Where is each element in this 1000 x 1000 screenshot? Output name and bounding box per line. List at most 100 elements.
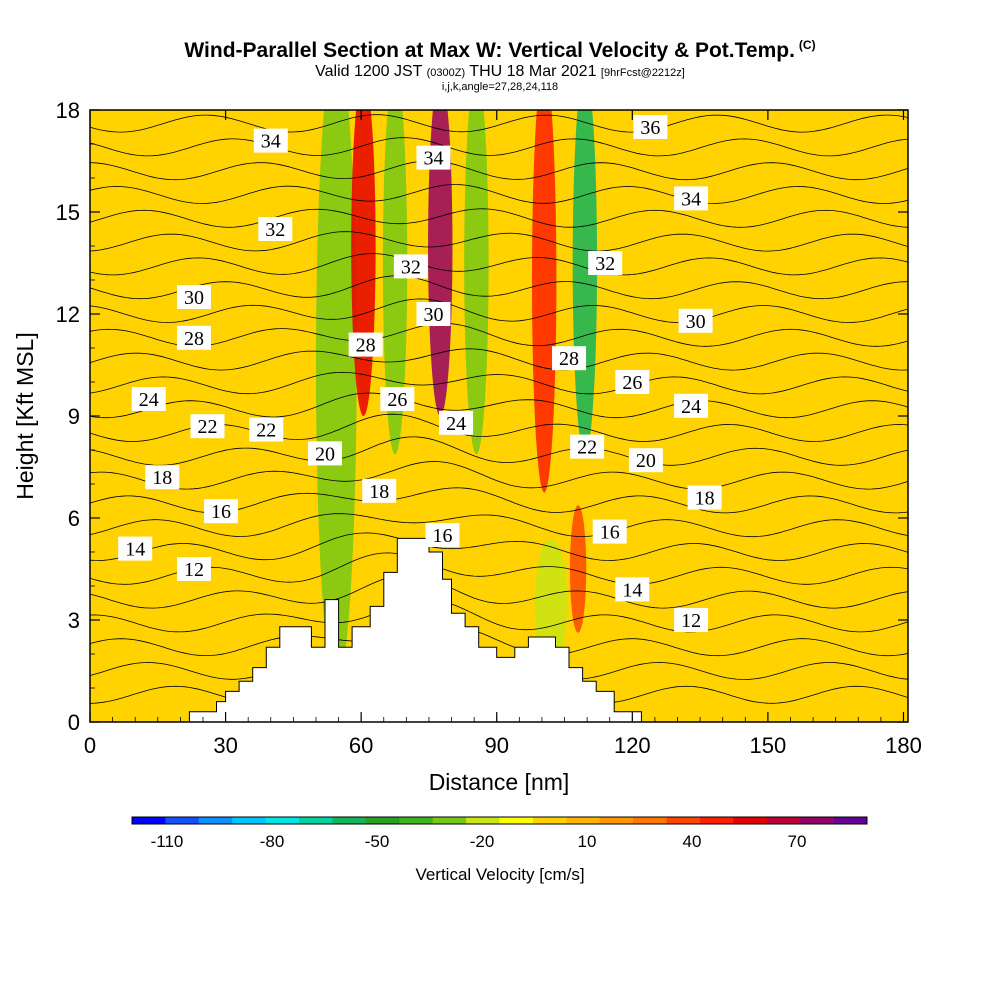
- contour-label-text: 28: [559, 348, 579, 370]
- contour-label-box: [393, 254, 428, 279]
- contour-label-box: [204, 499, 239, 524]
- contour-label: 14: [615, 577, 650, 602]
- contour-label-box: [570, 434, 605, 459]
- contour-label: 12: [176, 557, 211, 581]
- contour-label: 14: [118, 536, 153, 561]
- contour-label: 30: [678, 308, 713, 333]
- contour-label-box: [439, 410, 474, 435]
- contour-label: 22: [570, 434, 605, 459]
- x-tick-label: 60: [349, 733, 373, 758]
- contour-label: 34: [253, 128, 288, 153]
- contour-label-text: 30: [184, 287, 204, 309]
- theta-contour-25: [90, 348, 908, 371]
- colorbar-tick-label: 10: [578, 832, 597, 851]
- contour-label: 24: [439, 410, 474, 435]
- colorbar-swatch: [566, 817, 601, 824]
- contour-label-box: [253, 128, 288, 153]
- copyright-mark: (C): [798, 38, 816, 52]
- theta-contour-27: [90, 298, 908, 323]
- theta-contour-18: [90, 513, 908, 538]
- y-tick-label: 6: [68, 506, 80, 531]
- contour-label: 20: [628, 448, 663, 473]
- contour-label: 24: [674, 393, 709, 418]
- contour-label-text: 20: [636, 450, 656, 472]
- theta-contour-16: [90, 552, 908, 585]
- x-tick-label: 90: [484, 733, 508, 758]
- theta-contour-21: [90, 436, 908, 466]
- contour-label-text: 26: [387, 389, 407, 411]
- x-tick-label: 30: [213, 733, 237, 758]
- contour-label-box: [131, 387, 166, 411]
- contour-label-box: [176, 325, 211, 350]
- contour-label: 32: [258, 217, 293, 241]
- colorbar-label: Vertical Velocity [cm/s]: [415, 865, 584, 884]
- colorbar-swatch: [599, 817, 634, 824]
- contour-label-box: [615, 370, 650, 394]
- contour-label-text: 24: [446, 413, 466, 435]
- contour-label-text: 14: [622, 579, 642, 601]
- velocity-band-3: [428, 110, 453, 416]
- contour-label: 28: [348, 332, 383, 357]
- colorbar-swatch: [499, 817, 534, 824]
- contour-label-text: 26: [622, 372, 642, 394]
- contour-label-text: 18: [369, 481, 389, 503]
- valid-date-text: THU 18 Mar 2021: [469, 63, 597, 80]
- contour-label: 30: [416, 302, 451, 326]
- colorbar-swatch: [766, 817, 801, 824]
- velocity-band-0: [315, 110, 357, 684]
- plot-area: 34 34 36 32 32 32 34 30 30 30 28 28 28 26 26 24 24 24 22 22…: [90, 68, 908, 722]
- contour-label-box: [674, 608, 709, 632]
- contour-label: 32: [393, 254, 428, 279]
- y-tick-label: 12: [56, 302, 80, 327]
- theta-contour-30: [90, 231, 908, 252]
- theta-contour-35: [90, 114, 908, 133]
- colorbar-tick-label: -80: [260, 832, 285, 851]
- velocity-band-5: [531, 110, 557, 493]
- contour-label-text: 32: [595, 253, 615, 275]
- theta-contour-26: [90, 323, 908, 347]
- contour-label-box: [552, 346, 587, 371]
- velocity-band-8: [534, 539, 568, 667]
- theta-contour-28: [90, 275, 908, 300]
- contour-label-text: 22: [256, 420, 276, 442]
- theta-contour-32: [90, 184, 908, 204]
- y-tick-label: 18: [56, 98, 80, 123]
- contour-label-text: 32: [265, 219, 285, 241]
- contour-label: 18: [145, 465, 180, 490]
- theta-contour-17: [90, 532, 908, 561]
- contour-label-box: [190, 414, 225, 439]
- contour-label-text: 16: [211, 501, 231, 523]
- contour-label: 16: [204, 499, 239, 524]
- contour-label: 26: [615, 370, 650, 394]
- colorbar-tick-label: -110: [151, 832, 184, 851]
- theta-contour-13: [90, 625, 908, 657]
- contour-label: 22: [190, 414, 225, 439]
- colorbar-swatch: [299, 817, 333, 824]
- contour-label-box: [588, 251, 623, 275]
- velocity-band-1: [351, 110, 376, 416]
- theta-contour-33: [90, 160, 908, 181]
- contour-label: 12: [674, 608, 709, 632]
- contour-label-box: [592, 519, 627, 544]
- contour-label: 34: [416, 145, 451, 170]
- grid-indices-text: i,j,k,angle=27,28,24,118: [441, 81, 559, 93]
- contour-label-text: 30: [686, 311, 706, 333]
- contour-label-box: [678, 308, 713, 333]
- theta-contour-24: [90, 371, 908, 395]
- contour-labels: 34 34 36 32 32 32 34 30 30 30 28 28 28 26 26 24 24 24 22 22…: [118, 115, 722, 632]
- contour-label-text: 34: [681, 188, 701, 210]
- contour-label: 18: [362, 478, 397, 503]
- theta-contour-31: [90, 208, 908, 228]
- contour-label-box: [308, 441, 343, 466]
- colorbar-swatch: [466, 817, 500, 824]
- contour-label: 16: [425, 523, 460, 547]
- contour-label-text: 12: [184, 559, 204, 581]
- contour-label-text: 18: [152, 467, 172, 489]
- colorbar: -110 -80 -50 -20 10 40 70: [131, 816, 868, 851]
- colorbar-tick-label: 70: [788, 832, 807, 851]
- contour-label: 36: [633, 115, 668, 139]
- contour-label-box: [633, 115, 668, 139]
- theta-contour-37: [90, 68, 908, 85]
- theta-contour-15: [90, 574, 908, 609]
